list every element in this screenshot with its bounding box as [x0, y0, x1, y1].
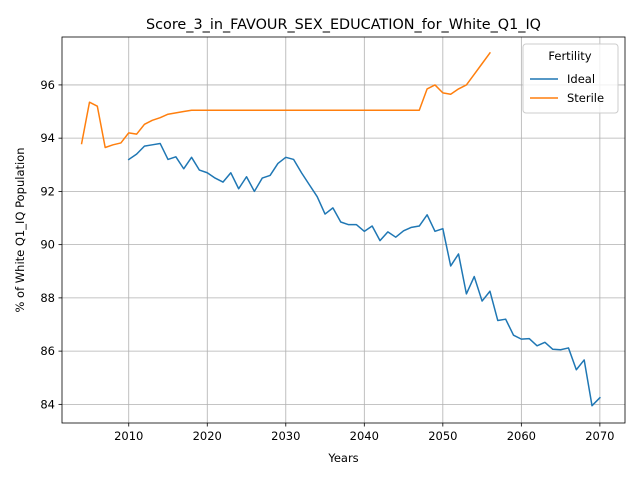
legend-box [522, 43, 619, 114]
series-lines [80, 51, 601, 407]
y-tick-label: 90 [40, 238, 55, 252]
plot-frame [61, 36, 626, 424]
y-tick-label: 94 [40, 131, 55, 145]
y-tick-label: 96 [40, 78, 55, 92]
x-tick-label: 2020 [193, 429, 222, 443]
legend-label-ideal: Ideal [567, 72, 595, 86]
y-tick-label: 88 [40, 291, 55, 305]
x-axis-ticks: 2010 2020 2030 2040 2050 2060 2070 [114, 423, 615, 443]
x-tick-label: 2010 [114, 429, 143, 443]
grid-lines [62, 37, 625, 423]
x-tick-label: 2050 [428, 429, 457, 443]
series-line-sterile [80, 51, 491, 149]
x-axis-label: Years [327, 451, 358, 465]
y-tick-label: 84 [40, 397, 55, 411]
legend-label-sterile: Sterile [567, 91, 604, 105]
y-axis-ticks: 84 86 88 90 92 94 96 [40, 78, 62, 411]
y-axis-label: % of White Q1_IQ Population [13, 147, 27, 312]
chart-title: Score_3_in_FAVOUR_SEX_EDUCATION_for_Whit… [146, 17, 541, 33]
series-line-ideal [127, 142, 601, 407]
x-tick-label: 2040 [350, 429, 379, 443]
legend: Fertility Ideal Sterile [522, 43, 619, 114]
y-tick-label: 92 [40, 184, 55, 198]
y-tick-label: 86 [40, 344, 55, 358]
legend-title: Fertility [548, 49, 591, 63]
x-tick-label: 2060 [507, 429, 536, 443]
x-tick-label: 2030 [271, 429, 300, 443]
x-tick-label: 2070 [585, 429, 614, 443]
